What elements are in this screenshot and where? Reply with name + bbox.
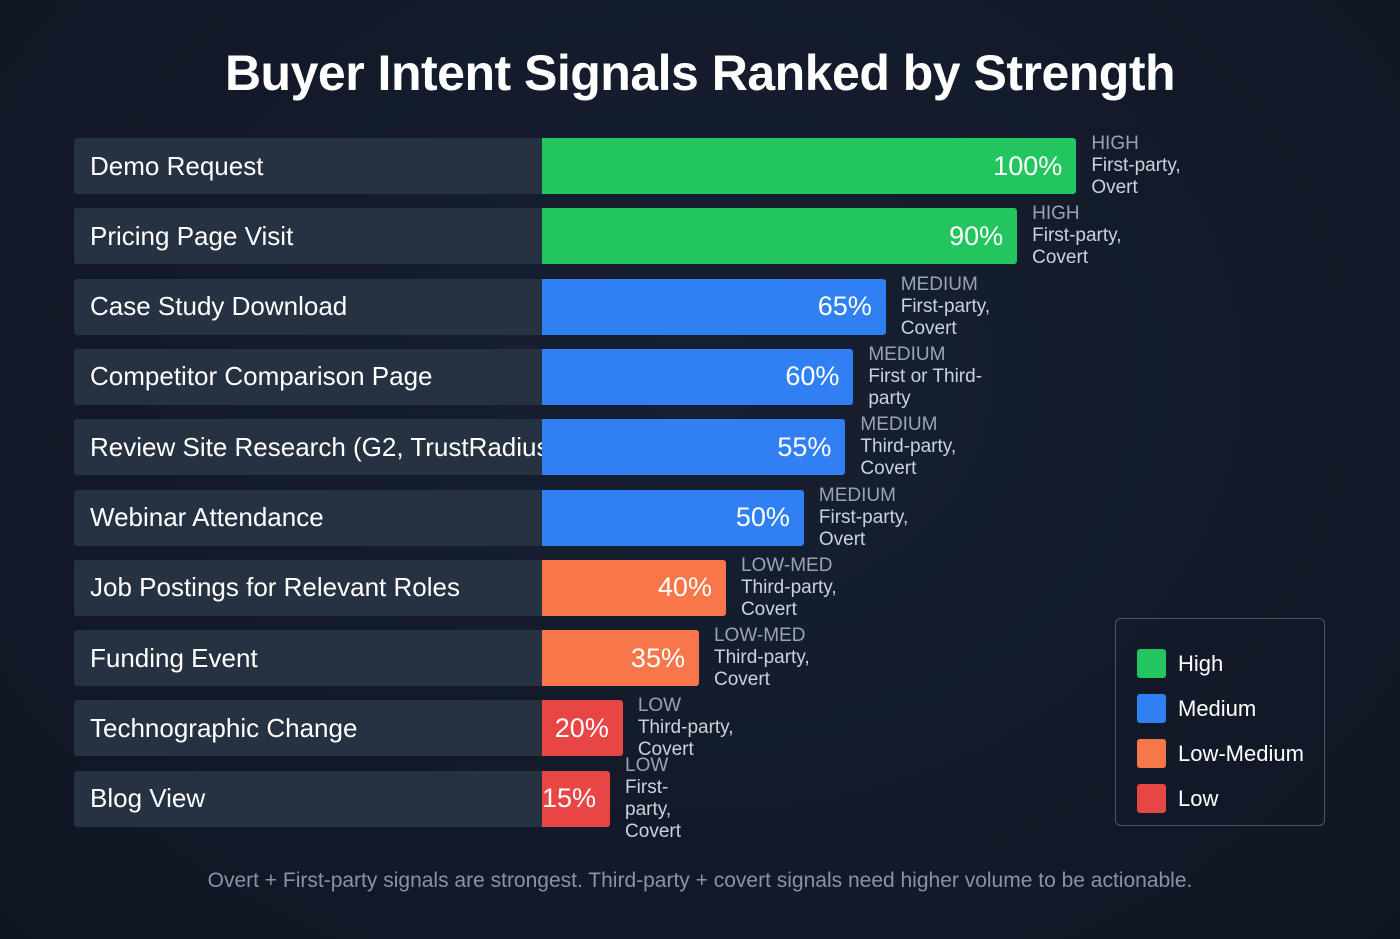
- category-label: Blog View: [74, 770, 542, 827]
- bar: 90%: [542, 208, 1018, 265]
- bar: 15%: [542, 770, 611, 827]
- value-label: 35%: [630, 642, 685, 673]
- tier-label: LOW: [637, 695, 682, 717]
- legend-swatch: [1137, 739, 1166, 768]
- bar: 20%: [542, 700, 623, 757]
- bar-annotation: MEDIUM First-party, Covert: [901, 274, 1031, 339]
- legend-item-medium: Medium: [1137, 686, 1324, 731]
- source-label: First-party, Covert: [1032, 225, 1122, 269]
- bar-row: Review Site Research (G2, TrustRadius) 5…: [74, 414, 1002, 479]
- tier-label: HIGH: [1032, 203, 1080, 225]
- legend-item-low: Low: [1137, 776, 1324, 821]
- category-label: Webinar Attendance: [74, 489, 542, 546]
- bar: 60%: [542, 348, 854, 405]
- bar: 35%: [542, 630, 699, 687]
- legend-item-low-medium: Low-Medium: [1137, 731, 1324, 776]
- legend-label: Medium: [1178, 695, 1257, 721]
- tier-label: LOW-MED: [740, 554, 833, 576]
- bar-annotation: MEDIUM Third-party, Covert: [860, 414, 1001, 479]
- value-label: 90%: [949, 220, 1004, 251]
- legend-label: Low: [1178, 785, 1219, 811]
- bar-annotation: LOW-MED Third-party, Covert: [714, 625, 826, 690]
- footnote: Overt + First-party signals are stronges…: [207, 869, 1193, 892]
- category-label: Demo Request: [74, 138, 542, 194]
- legend-label: High: [1178, 650, 1224, 676]
- source-label: Third-party, Covert: [713, 647, 810, 691]
- tier-label: HIGH: [1091, 133, 1139, 154]
- source-label: First or Third-party: [868, 365, 983, 409]
- bar-annotation: LOW Third-party, Covert: [638, 695, 735, 760]
- bar-annotation: MEDIUM First or Third-party: [868, 344, 1000, 409]
- legend: High Medium Low-Medium Low: [1115, 618, 1325, 826]
- bar-row: Webinar Attendance 50% MEDIUM First-part…: [74, 485, 939, 550]
- bar: 65%: [542, 278, 886, 335]
- value-label: 55%: [777, 431, 832, 462]
- value-label: 40%: [657, 572, 712, 603]
- legend-swatch: [1137, 784, 1166, 813]
- category-label: Pricing Page Visit: [74, 208, 542, 265]
- legend-label: Low-Medium: [1178, 740, 1304, 766]
- bar-row: Demo Request 100% HIGH First-party, Over…: [74, 133, 1215, 198]
- source-label: Third-party, Covert: [637, 717, 734, 761]
- legend-item-high: High: [1137, 641, 1324, 686]
- chart-title: Buyer Intent Signals Ranked by Strength: [224, 45, 1176, 101]
- tier-label: MEDIUM: [900, 273, 978, 295]
- legend-swatch: [1137, 694, 1166, 723]
- bar-row: Blog View 15% LOW First-party, Covert: [74, 755, 704, 842]
- tier-label: MEDIUM: [860, 414, 938, 436]
- bar-annotation: LOW First-party, Covert: [625, 755, 704, 842]
- source-label: Third-party, Covert: [740, 576, 837, 620]
- source-label: Third-party, Covert: [860, 436, 957, 480]
- bar-row: Job Postings for Relevant Roles 40% LOW-…: [74, 555, 857, 620]
- category-label: Funding Event: [74, 630, 542, 687]
- bar-annotation: LOW-MED Third-party, Covert: [741, 555, 857, 620]
- value-label: 20%: [554, 712, 609, 743]
- category-label: Case Study Download: [74, 278, 542, 335]
- value-label: 60%: [785, 361, 840, 392]
- bar-row: Case Study Download 65% MEDIUM First-par…: [74, 274, 1031, 339]
- value-label: 100%: [993, 150, 1063, 181]
- source-label: First-party, Overt: [818, 506, 909, 550]
- source-label: First-party, Covert: [900, 295, 991, 339]
- bar-row: Competitor Comparison Page 60% MEDIUM Fi…: [74, 344, 1000, 409]
- bar-annotation: MEDIUM First-party, Overt: [819, 485, 939, 550]
- bar-row: Pricing Page Visit 90% HIGH First-party,…: [74, 203, 1162, 268]
- legend-swatch: [1137, 649, 1166, 678]
- source-label: First-party, Overt: [1091, 155, 1181, 198]
- bar: 40%: [542, 559, 726, 616]
- bar-annotation: HIGH First-party, Overt: [1091, 133, 1214, 198]
- tier-label: LOW-MED: [713, 625, 806, 647]
- source-label: First-party, Covert: [625, 776, 682, 842]
- category-label: Competitor Comparison Page: [74, 348, 542, 405]
- bar: 50%: [542, 489, 804, 546]
- category-label: Technographic Change: [74, 700, 542, 757]
- value-label: 65%: [817, 291, 872, 322]
- tier-label: MEDIUM: [868, 343, 946, 365]
- value-label: 50%: [735, 502, 790, 532]
- bar-row: Technographic Change 20% LOW Third-party…: [74, 695, 735, 760]
- category-label: Job Postings for Relevant Roles: [74, 559, 542, 616]
- tier-label: MEDIUM: [818, 484, 896, 506]
- bar: 55%: [542, 419, 846, 476]
- value-label: 15%: [542, 783, 597, 814]
- tier-label: LOW: [625, 754, 669, 776]
- category-label: Review Site Research (G2, TrustRadius): [74, 419, 558, 476]
- bar-row: Funding Event 35% LOW-MED Third-party, C…: [74, 625, 826, 690]
- bar: 100%: [542, 138, 1077, 194]
- bar-annotation: HIGH First-party, Covert: [1032, 203, 1162, 268]
